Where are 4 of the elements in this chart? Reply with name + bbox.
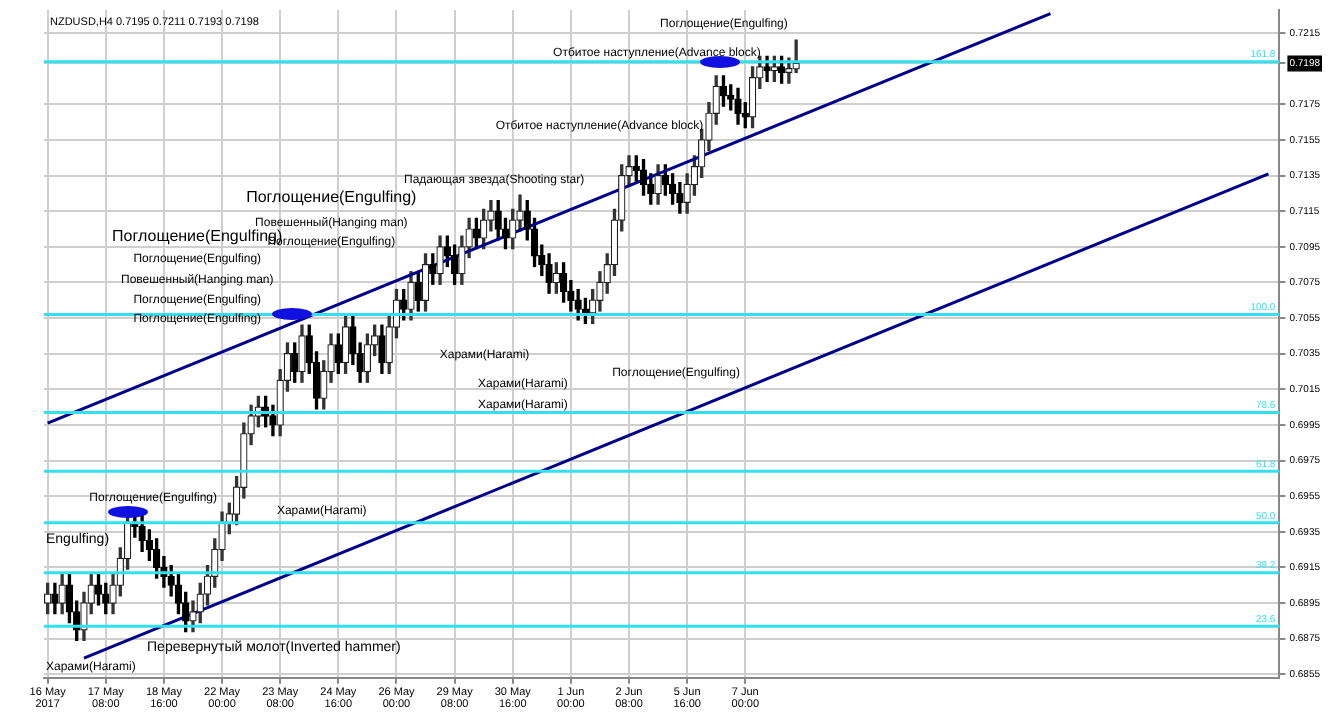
- candlestick: [719, 75, 728, 107]
- candlestick: [421, 253, 430, 312]
- annotation: Поглощение(Engulfing): [246, 188, 418, 207]
- candlestick: [94, 573, 103, 606]
